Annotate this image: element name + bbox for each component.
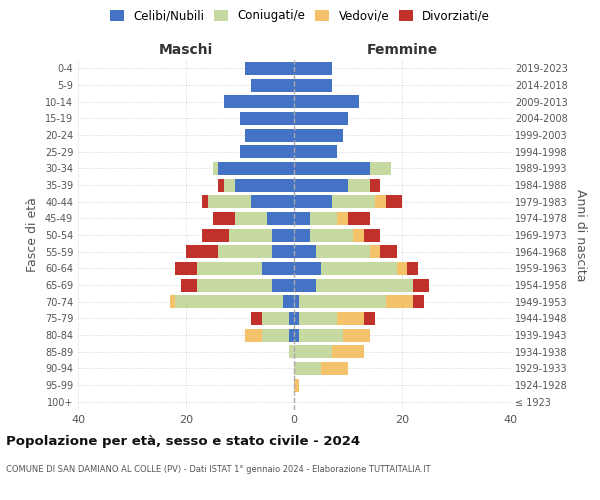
Text: COMUNE DI SAN DAMIANO AL COLLE (PV) - Dati ISTAT 1° gennaio 2024 - Elaborazione : COMUNE DI SAN DAMIANO AL COLLE (PV) - Da… — [6, 465, 431, 474]
Bar — [283, 295, 294, 308]
Bar — [397, 262, 407, 275]
Bar — [299, 295, 386, 308]
Bar — [224, 95, 294, 108]
Bar — [294, 145, 337, 158]
Bar — [262, 262, 294, 275]
Bar — [364, 228, 380, 241]
Text: Popolazione per età, sesso e stato civile - 2024: Popolazione per età, sesso e stato civil… — [6, 435, 360, 448]
Bar — [294, 278, 316, 291]
Bar — [375, 195, 386, 208]
Bar — [245, 128, 294, 141]
Bar — [240, 145, 294, 158]
Bar — [413, 295, 424, 308]
Bar — [229, 228, 272, 241]
Bar — [245, 328, 262, 342]
Bar — [224, 178, 235, 192]
Bar — [251, 312, 262, 325]
Bar — [202, 195, 208, 208]
Bar — [181, 278, 197, 291]
Bar — [413, 278, 429, 291]
Bar — [240, 112, 294, 125]
Bar — [386, 195, 402, 208]
Bar — [370, 178, 380, 192]
Bar — [251, 195, 294, 208]
Text: Femmine: Femmine — [367, 42, 437, 56]
Bar — [316, 278, 413, 291]
Bar — [316, 245, 370, 258]
Bar — [294, 195, 332, 208]
Bar — [294, 362, 321, 375]
Bar — [294, 112, 348, 125]
Bar — [321, 362, 348, 375]
Bar — [380, 245, 397, 258]
Bar — [272, 278, 294, 291]
Bar — [294, 328, 299, 342]
Bar — [218, 162, 294, 175]
Bar — [213, 162, 218, 175]
Bar — [170, 295, 175, 308]
Bar — [294, 312, 299, 325]
Bar — [348, 212, 370, 225]
Bar — [370, 162, 391, 175]
Bar — [262, 328, 289, 342]
Bar — [235, 212, 267, 225]
Bar — [235, 178, 294, 192]
Bar — [364, 312, 375, 325]
Bar — [294, 378, 299, 392]
Bar — [175, 295, 283, 308]
Bar — [294, 162, 370, 175]
Bar — [197, 262, 262, 275]
Bar — [218, 178, 224, 192]
Bar — [386, 295, 413, 308]
Bar — [197, 278, 272, 291]
Bar — [332, 195, 375, 208]
Y-axis label: Anni di nascita: Anni di nascita — [574, 188, 587, 281]
Bar — [289, 345, 294, 358]
Bar — [294, 178, 348, 192]
Bar — [267, 212, 294, 225]
Bar — [186, 245, 218, 258]
Bar — [294, 295, 299, 308]
Bar — [294, 128, 343, 141]
Bar — [310, 228, 353, 241]
Bar — [294, 95, 359, 108]
Text: Maschi: Maschi — [159, 42, 213, 56]
Bar — [343, 328, 370, 342]
Bar — [294, 262, 321, 275]
Bar — [294, 228, 310, 241]
Bar — [289, 328, 294, 342]
Bar — [272, 228, 294, 241]
Bar — [337, 312, 364, 325]
Bar — [245, 62, 294, 75]
Bar — [294, 245, 316, 258]
Bar — [299, 328, 343, 342]
Bar — [348, 178, 370, 192]
Bar — [262, 312, 289, 325]
Bar — [321, 262, 397, 275]
Bar — [175, 262, 197, 275]
Bar — [310, 212, 337, 225]
Bar — [251, 78, 294, 92]
Bar — [272, 245, 294, 258]
Bar — [202, 228, 229, 241]
Bar — [337, 212, 348, 225]
Bar — [370, 245, 380, 258]
Bar — [407, 262, 418, 275]
Bar — [294, 345, 332, 358]
Y-axis label: Fasce di età: Fasce di età — [26, 198, 39, 272]
Bar — [213, 212, 235, 225]
Bar — [208, 195, 251, 208]
Bar — [294, 212, 310, 225]
Bar — [289, 312, 294, 325]
Bar — [299, 312, 337, 325]
Bar — [218, 245, 272, 258]
Bar — [332, 345, 364, 358]
Bar — [294, 78, 332, 92]
Legend: Celibi/Nubili, Coniugati/e, Vedovi/e, Divorziati/e: Celibi/Nubili, Coniugati/e, Vedovi/e, Di… — [106, 6, 494, 26]
Bar — [353, 228, 364, 241]
Bar — [294, 62, 332, 75]
